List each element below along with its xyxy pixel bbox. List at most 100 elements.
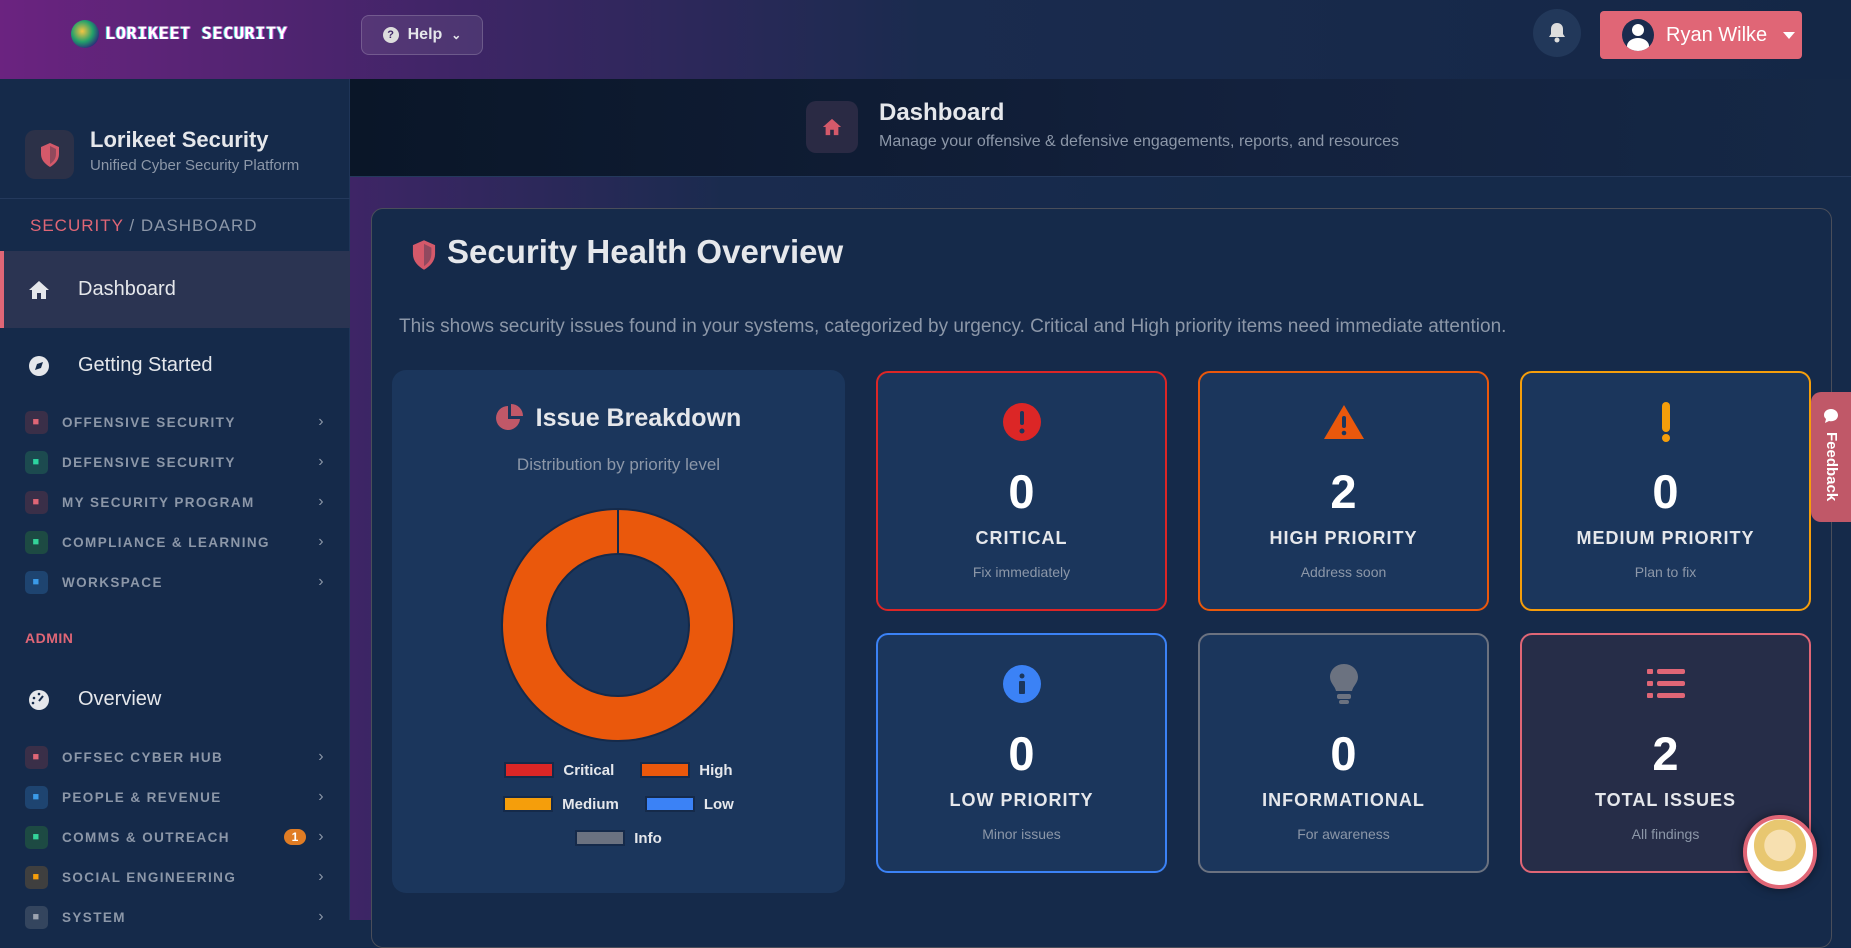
pie-chart-icon: [495, 404, 523, 430]
legend-swatch: [575, 830, 626, 846]
legend-swatch: [504, 762, 555, 778]
legend-item-low[interactable]: Low: [644, 795, 734, 813]
sidebar-group-people-revenue[interactable]: ■ PEOPLE & REVENUE ›: [25, 782, 325, 812]
user-name: Ryan Wilke: [1666, 23, 1768, 46]
section-description: This shows security issues found in your…: [399, 316, 1507, 337]
stat-card-low-priority[interactable]: 0 LOW PRIORITY Minor issues: [876, 633, 1167, 873]
chevron-right-icon: ›: [318, 413, 325, 430]
breadcrumb-section[interactable]: SECURITY: [30, 216, 124, 235]
lightbulb-icon: [1200, 663, 1487, 705]
sidebar-item-overview[interactable]: Overview: [0, 661, 350, 738]
stat-sublabel: Plan to fix: [1634, 564, 1697, 580]
chevron-right-icon: ›: [318, 828, 325, 845]
briefcase-icon: ■: [25, 570, 48, 594]
stat-sublabel: Fix immediately: [972, 564, 1071, 580]
exclamation-icon: [1522, 401, 1809, 443]
crosshairs-icon: ■: [25, 745, 48, 769]
shield-icon: [412, 240, 436, 270]
help-dropdown[interactable]: ? Help ⌄: [361, 15, 483, 55]
breadcrumb-separator: /: [123, 216, 141, 235]
stat-label: CRITICAL: [975, 528, 1068, 548]
breakdown-title: Issue Breakdown: [392, 404, 845, 433]
chevron-right-icon: ›: [318, 788, 325, 805]
users-gear-icon: ■: [25, 785, 48, 809]
sidebar: Lorikeet Security Unified Cyber Security…: [0, 79, 350, 929]
user-avatar-icon: [1622, 19, 1654, 51]
legend-item-info[interactable]: Info: [575, 830, 662, 847]
legend-row: Critical High: [392, 753, 845, 787]
stat-count: 0: [1008, 727, 1035, 780]
sidebar-group-label: WORKSPACE: [62, 574, 163, 590]
sidebar-group-my-security-program[interactable]: ■ MY SECURITY PROGRAM ›: [25, 487, 325, 517]
legend-label: Low: [703, 795, 734, 813]
sidebar-group-label: DEFENSIVE SECURITY: [62, 454, 236, 470]
warning-triangle-icon: [1200, 401, 1487, 443]
brand-logo[interactable]: LORIKEET SECURITY: [71, 20, 288, 48]
sidebar-item-label: Dashboard: [78, 278, 176, 300]
sidebar-item-getting-started[interactable]: Getting Started: [0, 327, 350, 404]
legend-label: Medium: [562, 795, 619, 813]
legend-swatch: [644, 796, 695, 812]
sidebar-group-defensive-security[interactable]: ■ DEFENSIVE SECURITY ›: [25, 447, 325, 477]
sidebar-group-compliance-learning[interactable]: ■ COMPLIANCE & LEARNING ›: [25, 527, 325, 557]
sidebar-group-label: PEOPLE & REVENUE: [62, 789, 222, 805]
top-bar: LORIKEET SECURITY ? Help ⌄ Ryan Wilke: [0, 0, 1851, 79]
user-menu-button[interactable]: Ryan Wilke: [1600, 11, 1802, 59]
divider: [0, 198, 350, 199]
legend-label: High: [699, 761, 733, 779]
stat-card-high-priority[interactable]: 2 HIGH PRIORITY Address soon: [1198, 371, 1489, 611]
donut-outer-edge: [501, 508, 735, 742]
stat-count: 0: [1652, 465, 1679, 518]
sidebar-group-offensive-security[interactable]: ■ OFFENSIVE SECURITY ›: [25, 407, 325, 437]
assistant-avatar-button[interactable]: [1743, 815, 1817, 889]
sidebar-group-offsec-cyber-hub[interactable]: ■ OFFSEC CYBER HUB ›: [25, 742, 325, 772]
home-icon: [29, 280, 49, 299]
stat-label: LOW PRIORITY: [949, 790, 1094, 810]
stat-count: 2: [1330, 465, 1357, 518]
stat-label: MEDIUM PRIORITY: [1576, 528, 1755, 548]
stat-label: HIGH PRIORITY: [1269, 528, 1418, 548]
breakdown-title-text: Issue Breakdown: [535, 404, 742, 432]
notification-badge: 1: [283, 829, 307, 845]
legend-item-critical[interactable]: Critical: [504, 762, 614, 779]
shield-virus-icon: ■: [25, 450, 48, 474]
donut-inner-edge: [546, 553, 690, 697]
page-subtitle: Manage your offensive & defensive engage…: [879, 133, 1400, 150]
sidebar-group-label: OFFSEC CYBER HUB: [62, 749, 224, 765]
breakdown-subtitle: Distribution by priority level: [516, 455, 721, 474]
bell-icon: [1549, 23, 1565, 43]
feedback-label: Feedback: [1823, 432, 1840, 502]
donut-slice-high[interactable]: [502, 509, 734, 741]
legend-row: Info: [392, 821, 845, 855]
notifications-button[interactable]: [1533, 9, 1581, 57]
sidebar-group-label: OFFENSIVE SECURITY: [62, 414, 236, 430]
lorikeet-logo-icon: [71, 20, 99, 48]
feedback-tab[interactable]: Feedback: [1811, 392, 1851, 522]
stat-card-medium-priority[interactable]: 0 MEDIUM PRIORITY Plan to fix: [1520, 371, 1811, 611]
info-circle-icon: [878, 663, 1165, 705]
gear-icon: ■: [25, 905, 48, 929]
sidebar-group-system[interactable]: ■ SYSTEM ›: [25, 902, 325, 932]
sidebar-item-dashboard[interactable]: Dashboard: [0, 251, 350, 328]
legend-item-high[interactable]: High: [640, 761, 733, 779]
sidebar-group-label: SYSTEM: [62, 909, 126, 925]
legend-item-medium[interactable]: Medium: [503, 796, 619, 813]
chevron-down-icon: ⌄: [451, 28, 462, 42]
sidebar-brand-title: Lorikeet Security: [90, 127, 269, 152]
legend-swatch: [640, 762, 691, 778]
chevron-right-icon: ›: [318, 908, 325, 925]
sidebar-group-comms-outreach[interactable]: ■ COMMS & OUTREACH 1 ›: [25, 822, 325, 852]
sidebar-brand-subtitle: Unified Cyber Security Platform: [90, 157, 300, 174]
legend-label: Info: [634, 829, 662, 847]
clipboard-check-icon: ■: [25, 530, 48, 554]
legend-label: Critical: [563, 761, 615, 779]
sidebar-item-label: Getting Started: [78, 354, 213, 376]
stat-card-critical[interactable]: 0 CRITICAL Fix immediately: [876, 371, 1167, 611]
sidebar-group-social-engineering[interactable]: ■ SOCIAL ENGINEERING ›: [25, 862, 325, 892]
gauge-icon: [29, 689, 49, 710]
stat-count: 0: [1330, 727, 1357, 780]
admin-section-label: ADMIN: [25, 630, 74, 646]
sidebar-group-workspace[interactable]: ■ WORKSPACE ›: [25, 567, 325, 597]
shield-icon: ■: [25, 410, 48, 434]
stat-card-informational[interactable]: 0 INFORMATIONAL For awareness: [1198, 633, 1489, 873]
